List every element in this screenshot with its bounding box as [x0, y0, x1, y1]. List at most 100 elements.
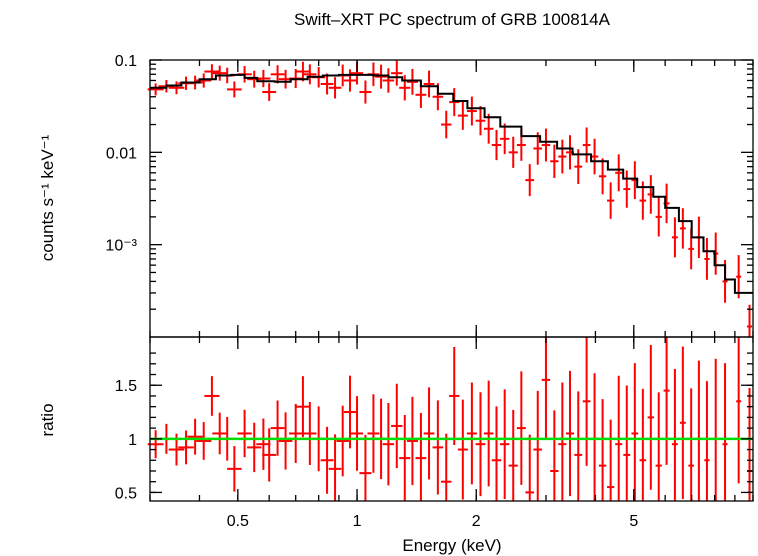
- ratio-point: [262, 428, 277, 482]
- data-point: [500, 123, 510, 155]
- data-point: [483, 113, 494, 144]
- ratio-point: [227, 446, 242, 492]
- ratio-point: [336, 405, 349, 477]
- ratio-point: [582, 337, 591, 466]
- ratio-point: [296, 376, 310, 438]
- ratio-point: [466, 382, 477, 485]
- data-point: [541, 128, 551, 162]
- x-axis-label: Energy (keV): [402, 536, 501, 555]
- ratio-point: [406, 396, 418, 486]
- ratio-ylabel: ratio: [38, 403, 57, 436]
- data-point: [296, 61, 310, 82]
- data-point: [449, 88, 460, 117]
- ratio-point: [704, 381, 710, 501]
- data-point: [615, 154, 623, 192]
- ratio-panel-frame: [149, 336, 754, 502]
- ratio-point: [713, 358, 719, 501]
- ratio-point: [550, 410, 559, 501]
- data-point: [671, 217, 678, 258]
- ratio-point: [391, 383, 403, 469]
- ratio-point: [415, 413, 427, 501]
- ratio-tick-label: 0.5: [115, 485, 137, 502]
- data-point: [550, 144, 559, 178]
- data-point: [204, 64, 220, 79]
- ratio-point: [288, 403, 303, 464]
- data-point: [679, 208, 686, 249]
- data-point: [607, 182, 615, 219]
- ratio-point: [688, 388, 694, 501]
- data-point: [736, 255, 742, 299]
- ratio-tick-label: 1.5: [115, 378, 137, 395]
- data-point: [343, 69, 357, 92]
- data-point: [704, 238, 710, 280]
- y-tick-label: 0.01: [106, 145, 137, 162]
- ratio-point: [359, 434, 372, 501]
- x-tick-label: 1: [353, 513, 362, 530]
- data-point: [491, 129, 502, 161]
- ratio-point: [525, 434, 535, 501]
- ratio-point: [457, 399, 468, 500]
- data-point: [212, 65, 228, 81]
- ratio-point: [623, 385, 631, 501]
- data-point: [270, 65, 285, 84]
- data-point: [382, 68, 395, 93]
- ratio-point: [328, 434, 342, 501]
- ratio-point: [432, 400, 444, 495]
- ratio-point: [696, 360, 702, 501]
- data-point: [328, 77, 342, 99]
- data-point: [655, 197, 662, 237]
- ratio-point: [574, 391, 583, 501]
- ratio-point: [541, 337, 551, 440]
- y-tick-label: 10⁻³: [105, 238, 137, 255]
- ratio-point: [500, 389, 510, 500]
- data-point: [508, 136, 518, 168]
- axes: 0.5 1 2 5 0.1 0.01 10⁻³ 0.5 1 1.5: [105, 53, 754, 530]
- data-point: [747, 304, 753, 337]
- ratio-point: [558, 382, 567, 501]
- ratio-point: [647, 345, 655, 490]
- y-tick-label: 0.1: [115, 53, 137, 70]
- top-ylabel: counts s⁻¹ keV⁻¹: [38, 134, 57, 261]
- data-point: [475, 106, 486, 136]
- chart-title: Swift–XRT PC spectrum of GRB 100814A: [294, 10, 611, 29]
- ratio-point: [671, 368, 678, 501]
- ratio-point: [679, 346, 686, 499]
- ratio-point: [449, 346, 460, 445]
- ratio-point: [350, 396, 364, 471]
- ratio-point: [382, 402, 395, 486]
- ratio-point: [736, 337, 742, 484]
- ratio-point: [441, 433, 452, 501]
- data-point: [441, 110, 452, 139]
- ratio-point: [270, 400, 285, 456]
- data-point: [168, 81, 185, 95]
- ratio-point: [399, 414, 411, 501]
- data-point: [582, 127, 591, 163]
- ratio-point: [247, 422, 262, 473]
- ratio-point: [491, 406, 502, 501]
- ratio-point: [747, 387, 753, 501]
- data-point: [227, 81, 242, 98]
- ratio-tick-label: 1: [128, 432, 137, 449]
- model-curve: [150, 73, 753, 294]
- data-point: [375, 64, 387, 89]
- data-point: [558, 139, 567, 174]
- data-point: [423, 70, 435, 98]
- ratio-point: [516, 371, 526, 485]
- ratio-point: [303, 401, 317, 465]
- data-point: [457, 101, 468, 130]
- ratio-point: [196, 422, 212, 460]
- x-tick-label: 2: [472, 513, 481, 530]
- ratio-point: [178, 430, 194, 465]
- ratio-point: [722, 363, 728, 501]
- ratio-point: [367, 394, 380, 473]
- x-tick-label: 0.5: [227, 513, 249, 530]
- ratio-point: [639, 388, 647, 501]
- ratio-point: [187, 418, 203, 455]
- top-panel-data: [147, 60, 753, 337]
- ratio-point: [483, 380, 494, 487]
- ratio-point: [533, 390, 543, 501]
- ratio-point: [212, 412, 228, 455]
- data-point: [262, 83, 277, 101]
- data-point: [525, 164, 535, 197]
